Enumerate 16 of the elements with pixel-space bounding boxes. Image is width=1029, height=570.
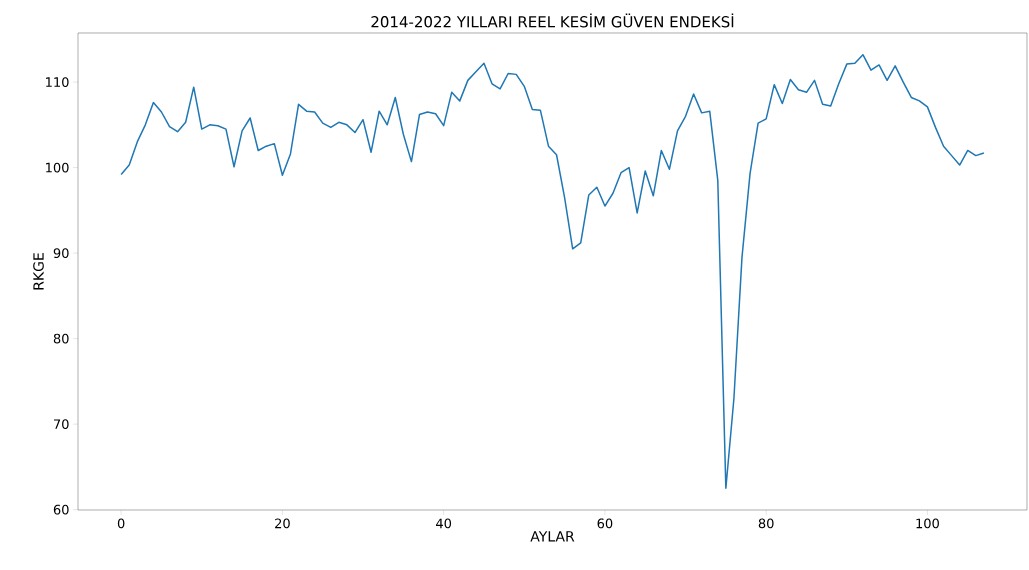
- x-tick-label: 60: [597, 518, 613, 529]
- y-tick-label: 90: [53, 248, 69, 259]
- chart-title: 2014-2022 YILLARI REEL KESİM GÜVEN ENDEKSİ: [371, 13, 734, 28]
- y-tick-label: 60: [53, 504, 69, 515]
- y-axis-title: RKGE: [33, 253, 44, 290]
- x-tick-label: 0: [117, 518, 125, 529]
- y-tick-label: 110: [46, 77, 69, 87]
- x-tick-label: 100: [916, 518, 939, 529]
- y-tick-label: 70: [54, 419, 69, 430]
- line-series: [120, 53, 985, 490]
- x-tick-label: 20: [275, 518, 290, 529]
- x-tick-label: 80: [758, 518, 774, 529]
- x-axis-title: AYLAR: [530, 531, 575, 542]
- y-tick-label: 100: [46, 162, 69, 173]
- y-tick-label: 80: [53, 333, 69, 344]
- x-tick-label: 40: [436, 518, 452, 529]
